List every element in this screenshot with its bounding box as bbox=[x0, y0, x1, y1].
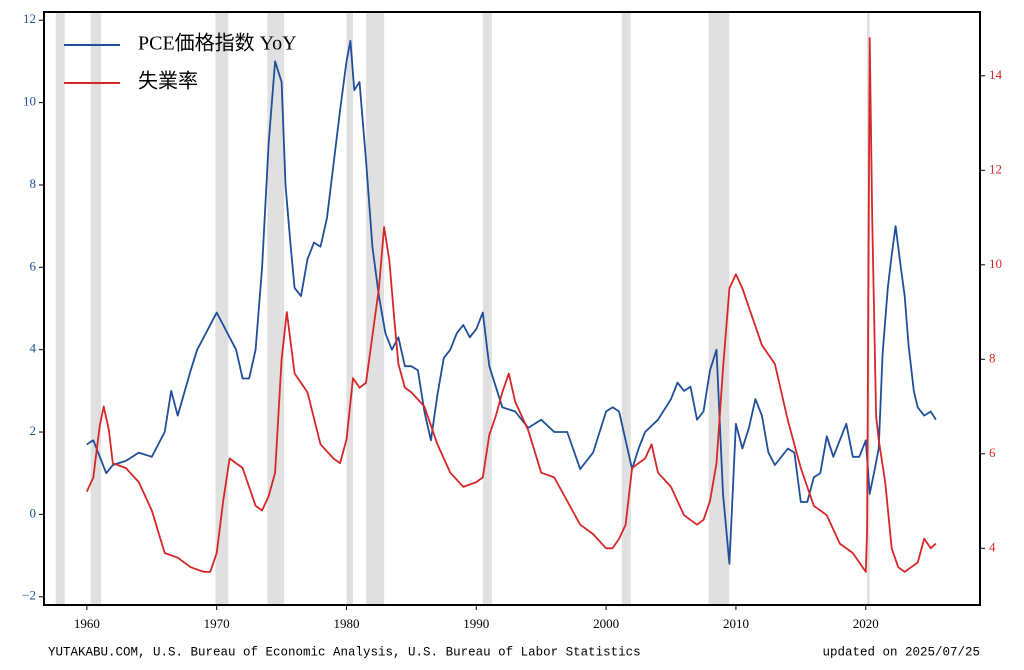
legend-label: 失業率 bbox=[138, 70, 198, 93]
x-tick-label: 1990 bbox=[463, 616, 489, 631]
x-tick-label: 1980 bbox=[333, 616, 359, 631]
y-tick-label: 6 bbox=[30, 258, 37, 273]
y-tick-label: 2 bbox=[30, 423, 37, 438]
series-line bbox=[86, 39, 937, 565]
series-line bbox=[85, 37, 937, 573]
y-tick-label: 4 bbox=[30, 341, 37, 356]
recession-band bbox=[215, 12, 229, 605]
recession-band bbox=[708, 12, 730, 605]
recession-band bbox=[90, 12, 102, 605]
x-tick-label: 2000 bbox=[593, 616, 619, 631]
legend-label: PCE価格指数 YoY bbox=[138, 32, 297, 55]
y-tick-label: 8 bbox=[30, 176, 37, 191]
y2-tick-label: 8 bbox=[989, 350, 996, 365]
plot-frame bbox=[43, 11, 981, 606]
recession-band bbox=[346, 12, 353, 605]
y2-tick-label: 6 bbox=[989, 445, 996, 460]
y-tick-label: 10 bbox=[23, 94, 36, 109]
recession-band bbox=[621, 12, 631, 605]
y2-tick-label: 10 bbox=[989, 256, 1002, 271]
y2-tick-label: 14 bbox=[989, 67, 1003, 82]
y-tick-label: −2 bbox=[22, 588, 36, 603]
recession-band bbox=[482, 12, 492, 605]
updated-note: updated on 2025/07/25 bbox=[822, 645, 980, 659]
y2-tick-label: 12 bbox=[989, 161, 1002, 176]
x-tick-label: 1970 bbox=[204, 616, 230, 631]
y-tick-label: 12 bbox=[23, 11, 36, 26]
x-tick-label: 2010 bbox=[723, 616, 749, 631]
source-note: YUTAKABU.COM, U.S. Bureau of Economic An… bbox=[48, 645, 641, 659]
x-tick-label: 2020 bbox=[853, 616, 879, 631]
y-tick-label: 0 bbox=[30, 505, 37, 520]
y2-tick-label: 4 bbox=[989, 539, 996, 554]
recession-band bbox=[267, 12, 285, 605]
recession-band bbox=[55, 12, 65, 605]
recession-band bbox=[365, 12, 385, 605]
x-tick-label: 1960 bbox=[74, 616, 100, 631]
